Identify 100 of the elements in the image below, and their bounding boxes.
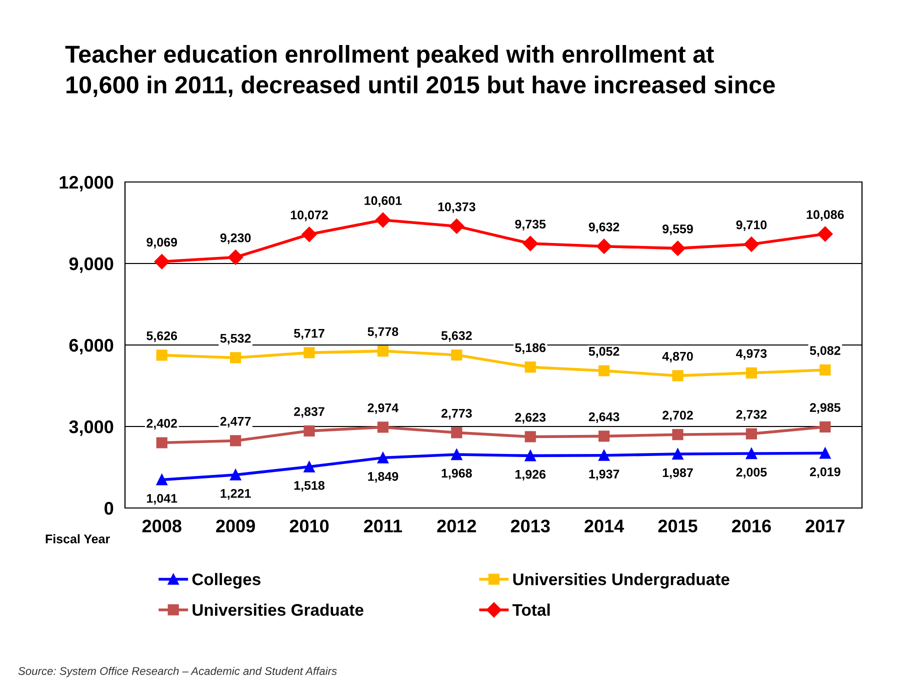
data-label: 2,005: [736, 468, 767, 478]
point: [156, 474, 168, 486]
data-label: 2,402: [146, 418, 177, 430]
data-label: 1,221: [220, 489, 251, 500]
data-label: 1,968: [442, 468, 472, 480]
y-tick-label: 3,000: [69, 420, 114, 436]
data-label: 5,052: [588, 346, 620, 358]
data-label: 9,559: [662, 224, 693, 236]
data-label: 2,985: [810, 403, 840, 414]
data-label: 10,373: [438, 202, 476, 214]
point: [377, 345, 389, 357]
point: [672, 429, 684, 440]
point: [524, 431, 536, 442]
x-tick-label: 2015: [658, 520, 698, 532]
point: [230, 435, 242, 446]
chart-title: Teacher education enrollment peaked with enrollment at 10,600 in 2011, decreased until 2015 but have increased since: [65, 45, 775, 97]
x-tick-label: 2008: [142, 520, 182, 532]
point: [304, 461, 315, 472]
x-tick-label: 2016: [732, 520, 771, 532]
y-tick-label: 0: [104, 502, 114, 515]
data-label: 9,710: [736, 220, 767, 232]
point: [744, 236, 760, 252]
data-label: 1,518: [294, 480, 325, 492]
data-label: 2,732: [736, 410, 767, 421]
point: [451, 349, 462, 361]
data-label: 9,735: [515, 220, 546, 230]
data-label: 5,186: [515, 343, 546, 354]
data-label: 1,849: [368, 472, 398, 483]
point: [746, 367, 758, 378]
x-tick-label: 2009: [216, 520, 255, 532]
x-tick-label: 2011: [364, 520, 402, 532]
data-label: 1,937: [589, 470, 620, 480]
point: [304, 347, 315, 358]
data-label: 5,082: [810, 346, 840, 357]
x-tick-label: 2017: [806, 520, 844, 532]
data-label: 9,230: [220, 233, 251, 244]
x-tick-label: 2014: [584, 520, 624, 532]
point: [598, 430, 610, 442]
x-axis-title: Fiscal Year: [46, 534, 110, 544]
data-label: 2,477: [220, 416, 251, 428]
data-label: 2,837: [294, 407, 324, 418]
source-note: Source: System Office Research – Academic and Student Affairs: [18, 666, 337, 678]
point: [524, 362, 536, 373]
point: [598, 365, 610, 376]
legend-label: Colleges: [192, 573, 260, 589]
data-label: 2,643: [588, 412, 620, 424]
point: [746, 448, 758, 460]
data-label: 1,987: [662, 468, 693, 479]
x-tick-label: 2013: [510, 520, 550, 532]
point: [670, 240, 686, 256]
point: [818, 226, 833, 242]
point: [672, 370, 684, 382]
data-label: 5,717: [294, 328, 324, 340]
point: [746, 428, 758, 440]
data-label: 2,019: [810, 467, 840, 478]
point: [230, 352, 242, 364]
point: [524, 450, 536, 462]
point: [230, 469, 242, 480]
data-label: 9,632: [588, 222, 620, 234]
data-label: 10,086: [806, 210, 844, 221]
point: [596, 238, 612, 254]
point: [522, 236, 538, 252]
point: [304, 425, 315, 436]
data-label: 4,973: [736, 349, 767, 360]
data-label: 1,926: [516, 470, 546, 481]
y-tick-label: 9,000: [69, 257, 114, 273]
legend-label: Total: [512, 604, 550, 616]
data-label: 5,632: [441, 331, 472, 342]
point: [302, 226, 317, 242]
point: [820, 448, 831, 459]
data-label: 1,041: [147, 494, 178, 505]
point: [451, 427, 462, 438]
data-label: 5,778: [368, 327, 398, 338]
point: [820, 421, 831, 432]
data-label: 2,623: [515, 412, 546, 424]
data-label: 9,069: [146, 238, 178, 248]
data-label: 2,702: [662, 410, 693, 422]
data-label: 5,626: [146, 331, 178, 342]
point: [375, 212, 391, 228]
point: [154, 254, 170, 270]
point: [377, 452, 389, 464]
point: [672, 448, 684, 460]
data-label: 10,601: [364, 196, 402, 207]
data-label: 4,870: [662, 352, 693, 363]
point: [820, 364, 831, 376]
data-label: 2,974: [368, 403, 399, 414]
point: [156, 350, 168, 361]
y-tick-label: 6,000: [69, 338, 114, 354]
point: [598, 450, 610, 461]
point: [228, 250, 244, 265]
x-tick-label: 2010: [290, 520, 329, 532]
data-label: 10,072: [290, 210, 328, 222]
point: [449, 218, 464, 234]
legend-label: Universities Undergraduate: [513, 573, 730, 589]
data-label: 2,773: [441, 408, 472, 420]
point: [451, 448, 462, 460]
x-tick-label: 2012: [437, 520, 476, 532]
y-tick-label: 12,000: [60, 176, 114, 192]
point: [377, 422, 389, 433]
point: [156, 437, 168, 448]
